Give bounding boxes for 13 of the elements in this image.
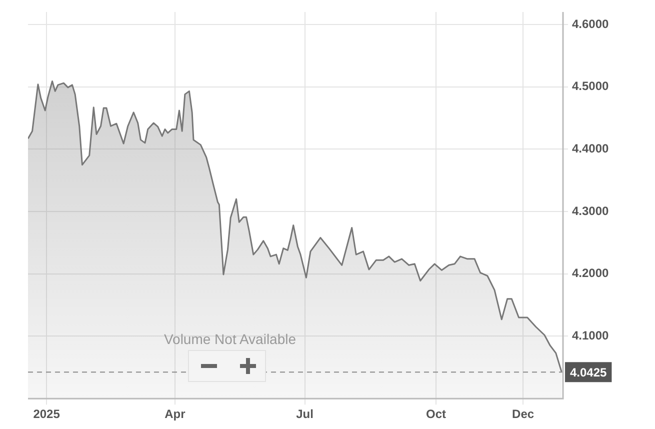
x-tick-label: 2025 <box>33 407 60 422</box>
y-tick-label: 4.1000 <box>572 328 610 343</box>
y-tick-label: 4.3000 <box>572 204 610 218</box>
x-tick-label: Jul <box>296 407 314 422</box>
x-tick-label: Apr <box>164 407 186 422</box>
y-tick-label: 4.4000 <box>572 141 610 156</box>
x-tick-label: Dec <box>512 407 534 422</box>
y-tick-label: 4.5000 <box>572 79 610 94</box>
x-tick-label: Oct <box>426 407 446 422</box>
annotation: Volume Not Available <box>164 330 296 347</box>
y-tick-label: 4.2000 <box>572 266 610 280</box>
ref-line-label: 4.0425 <box>570 365 608 380</box>
y-tick-label: 4.6000 <box>572 16 610 31</box>
